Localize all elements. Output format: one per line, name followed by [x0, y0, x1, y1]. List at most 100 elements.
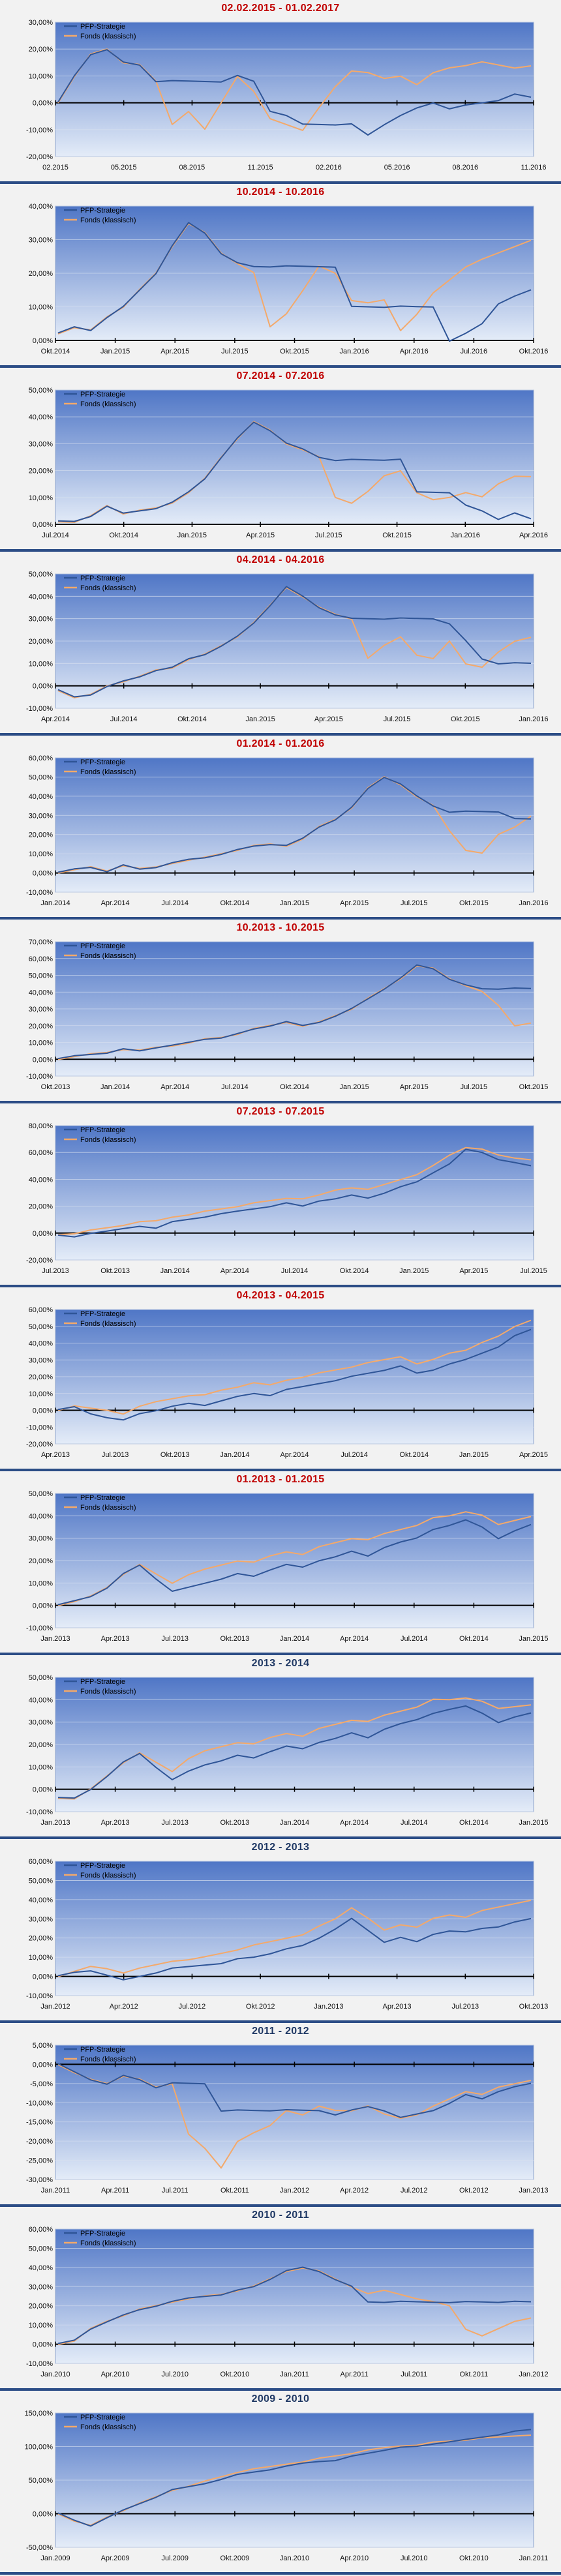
chart-title: 2012 - 2013 [251, 1842, 310, 1853]
x-tick-label: Jul.2014 [161, 899, 189, 907]
legend-label: PFP-Strategie [80, 2230, 125, 2238]
x-tick-label: Apr.2011 [101, 2187, 129, 2194]
y-tick-label: 30,00% [29, 1719, 53, 1727]
x-tick-label: Jan.2014 [40, 899, 70, 907]
series-line-strategy [57, 2063, 532, 2118]
x-tick-label: Okt.2015 [519, 1083, 549, 1091]
plot-area [55, 1861, 534, 1996]
line-chart: 50,00% 40,00% 30,00% 20,00% 10,00% 0,00% -10,0… [26, 1490, 549, 1643]
y-tick-label: 60,00% [29, 1149, 53, 1157]
y-tick-label: 0,00% [33, 100, 53, 108]
x-tick-label: Okt.2013 [100, 1267, 130, 1275]
y-tick-label: 60,00% [29, 2226, 53, 2234]
x-tick-label: 02.2015 [42, 164, 68, 172]
x-tick-label: Jul.2013 [102, 1451, 129, 1459]
legend-label: Fonds (klassisch) [80, 768, 136, 776]
chart-panel: 02.02.2015 - 01.02.2017 30,00% 20,00% 10,00… [0, 0, 561, 184]
legend: PFP-Strategie Fonds (klassisch) [64, 1678, 136, 1696]
y-tick-label: -10,00% [26, 1992, 53, 2000]
plot-area [55, 22, 534, 157]
chart-panel: 2011 - 2012 5,00% 0,00% -5,00% -10,00% -15,00… [0, 2023, 561, 2207]
chart-title: 07.2014 - 07.2016 [236, 370, 325, 382]
x-tick-label: Jan.2015 [459, 1451, 489, 1459]
y-tick-label: 50,00% [29, 571, 53, 578]
x-tick-label: Apr.2013 [41, 1451, 70, 1459]
y-tick-label: -15,00% [26, 2119, 53, 2127]
x-tick-label: Apr.2014 [220, 1267, 249, 1275]
x-tick-label: Jul.2012 [179, 2003, 206, 2011]
x-tick-label: Apr.2014 [340, 1819, 369, 1827]
x-tick-label: Jul.2016 [461, 348, 488, 355]
series-line-fund [57, 1319, 532, 1415]
x-tick-label: Apr.2013 [101, 1635, 130, 1643]
x-tick-label: Jul.2015 [520, 1267, 547, 1275]
x-tick-label: Jan.2015 [246, 715, 275, 723]
line-chart: 60,00% 50,00% 40,00% 30,00% 20,00% 10,00% 0,00… [26, 755, 549, 907]
y-tick-label: 30,00% [29, 812, 53, 820]
plot-area [55, 2228, 534, 2364]
y-tick-label: 10,00% [29, 72, 53, 80]
x-tick-label: Jan.2011 [41, 2187, 70, 2194]
chart-title: 10.2014 - 10.2016 [236, 187, 325, 198]
y-tick-label: 0,00% [33, 1056, 53, 1064]
y-tick-label: 50,00% [29, 1323, 53, 1331]
chart-title: 2009 - 2010 [251, 2393, 310, 2404]
legend-label: Fonds (klassisch) [80, 2056, 136, 2063]
x-tick-label: Apr.2009 [101, 2554, 130, 2562]
legend: PFP-Strategie Fonds (klassisch) [64, 1494, 136, 1512]
x-tick-label: Okt.2014 [220, 899, 250, 907]
line-chart: 60,00% 50,00% 40,00% 30,00% 20,00% 10,00% 0,00… [26, 1858, 548, 2011]
x-tick-label: Okt.2016 [519, 348, 549, 355]
legend-label: PFP-Strategie [80, 2046, 125, 2054]
x-tick-label: Apr.2014 [340, 1635, 369, 1643]
series-line-strategy [57, 49, 532, 136]
y-tick-label: 30,00% [29, 1006, 53, 1013]
legend-label: Fonds (klassisch) [80, 33, 136, 40]
x-tick-label: Jul.2015 [221, 348, 249, 355]
line-chart: 60,00% 50,00% 40,00% 30,00% 20,00% 10,00% 0,00… [26, 1306, 548, 1459]
y-tick-label: 20,00% [29, 831, 53, 839]
y-tick-label: 10,00% [29, 2322, 53, 2329]
y-tick-label: 10,00% [29, 1763, 53, 1771]
line-chart: 150,00% 100,00% 50,00% 0,00% -50,00% Jan.2009… [25, 2410, 549, 2562]
x-tick-label: Jan.2014 [160, 1267, 190, 1275]
y-tick-label: 40,00% [29, 793, 53, 801]
y-tick-label: -10,00% [26, 2360, 53, 2368]
legend: PFP-Strategie Fonds (klassisch) [64, 2046, 136, 2063]
y-tick-label: 10,00% [29, 1580, 53, 1587]
y-tick-label: 30,00% [29, 1356, 53, 1364]
chart-title: 01.2013 - 01.2015 [236, 1474, 325, 1485]
legend-label: PFP-Strategie [80, 575, 125, 582]
x-tick-label: Okt.2015 [459, 899, 489, 907]
y-tick-label: 40,00% [29, 1512, 53, 1520]
y-tick-label: 0,00% [33, 1973, 53, 1981]
y-tick-label: 100,00% [25, 2444, 53, 2451]
chart-panel: 2009 - 2010 150,00% 100,00% 50,00% 0,00% -50,… [0, 2391, 561, 2575]
y-tick-label: 10,00% [29, 850, 53, 858]
x-tick-label: Apr.2015 [340, 899, 369, 907]
chart-title: 2011 - 2012 [252, 2026, 309, 2037]
line-chart: 50,00% 40,00% 30,00% 20,00% 10,00% 0,00% -10,0… [26, 571, 549, 723]
legend: PFP-Strategie Fonds (klassisch) [64, 575, 136, 592]
x-tick-label: Jan.2015 [519, 1635, 548, 1643]
x-tick-label: Apr.2014 [41, 715, 70, 723]
line-chart: 30,00% 20,00% 10,00% 0,00% -10,00% -20,00% 02.… [26, 19, 546, 172]
y-tick-label: 40,00% [29, 1896, 53, 1904]
line-chart: 50,00% 40,00% 30,00% 20,00% 10,00% 0,00% Jul.2… [29, 387, 548, 539]
legend-label: Fonds (klassisch) [80, 1872, 136, 1880]
y-tick-label: -5,00% [30, 2080, 53, 2088]
y-tick-label: 20,00% [29, 1935, 53, 1943]
x-tick-label: Jul.2015 [401, 899, 428, 907]
y-tick-label: 10,00% [29, 494, 53, 502]
x-tick-label: Jul.2015 [461, 1083, 488, 1091]
line-chart: 80,00% 60,00% 40,00% 20,00% 0,00% -20,00% Jul.… [26, 1122, 547, 1275]
series-line-strategy [57, 2429, 532, 2527]
legend: PFP-Strategie Fonds (klassisch) [64, 2414, 136, 2431]
x-tick-label: Okt.2011 [459, 2371, 488, 2378]
series-line-strategy [57, 421, 532, 522]
chart-panel: 2012 - 2013 60,00% 50,00% 40,00% 30,00% 20,00… [0, 1839, 561, 2023]
y-tick-label: 20,00% [29, 1557, 53, 1565]
series-line-strategy [57, 222, 532, 342]
y-tick-label: 10,00% [29, 1040, 53, 1047]
y-tick-label: 80,00% [29, 1122, 53, 1130]
